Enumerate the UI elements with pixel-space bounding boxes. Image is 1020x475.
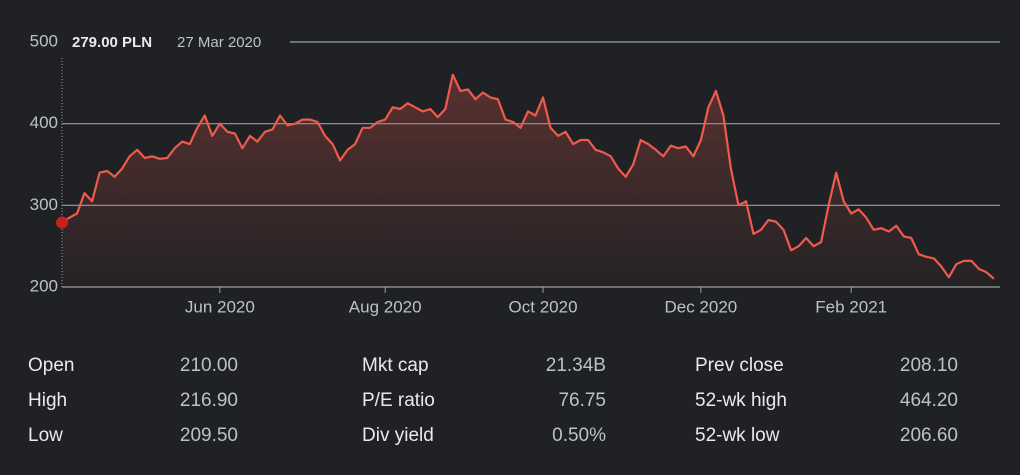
x-tick-label: Jun 2020: [185, 297, 255, 316]
stat-label: Low: [28, 425, 63, 446]
x-tick-label: Aug 2020: [349, 297, 422, 316]
price-line: [61, 73, 995, 280]
stat-label: Prev close: [695, 355, 784, 376]
y-tick-label: 300: [30, 195, 58, 214]
stat-value: 216.90: [179, 390, 238, 411]
stat-label: P/E ratio: [362, 390, 435, 411]
stat-value: 21.34B: [545, 355, 606, 376]
x-tick-label: Dec 2020: [664, 297, 737, 316]
stat-value: 210.00: [179, 355, 238, 376]
hover-dot: [56, 216, 68, 229]
x-tick-label: Oct 2020: [509, 297, 578, 316]
stat-label: 52-wk low: [695, 425, 780, 446]
stat-label: Div yield: [362, 425, 434, 446]
y-tick-label: 200: [30, 276, 58, 295]
stat-value: 206.60: [899, 425, 958, 446]
y-tick-label: 500: [30, 31, 58, 50]
area: [62, 74, 994, 287]
stat-value: 208.10: [899, 355, 958, 376]
tooltip-date: 27 Mar 2020: [177, 34, 261, 51]
chart: 200 300 400 500 Jun 2020 Aug 2020 Oct 2020 Dec …: [29, 27, 1000, 317]
stat-value: 76.75: [558, 390, 606, 411]
stat-value: 209.50: [179, 425, 238, 446]
y-tick-label: 400: [30, 113, 58, 132]
stat-value: 464.20: [899, 390, 958, 411]
tooltip-price: 279.00 PLN: [72, 34, 152, 51]
stat-label: 52-wk high: [695, 390, 787, 411]
stat-label: Mkt cap: [362, 355, 429, 376]
x-tick-label: Feb 2021: [815, 297, 887, 316]
stat-label: High: [28, 390, 68, 411]
stat-label: Open: [28, 355, 75, 376]
tooltip-box: [60, 27, 290, 58]
stat-value: 0.50%: [552, 425, 606, 446]
